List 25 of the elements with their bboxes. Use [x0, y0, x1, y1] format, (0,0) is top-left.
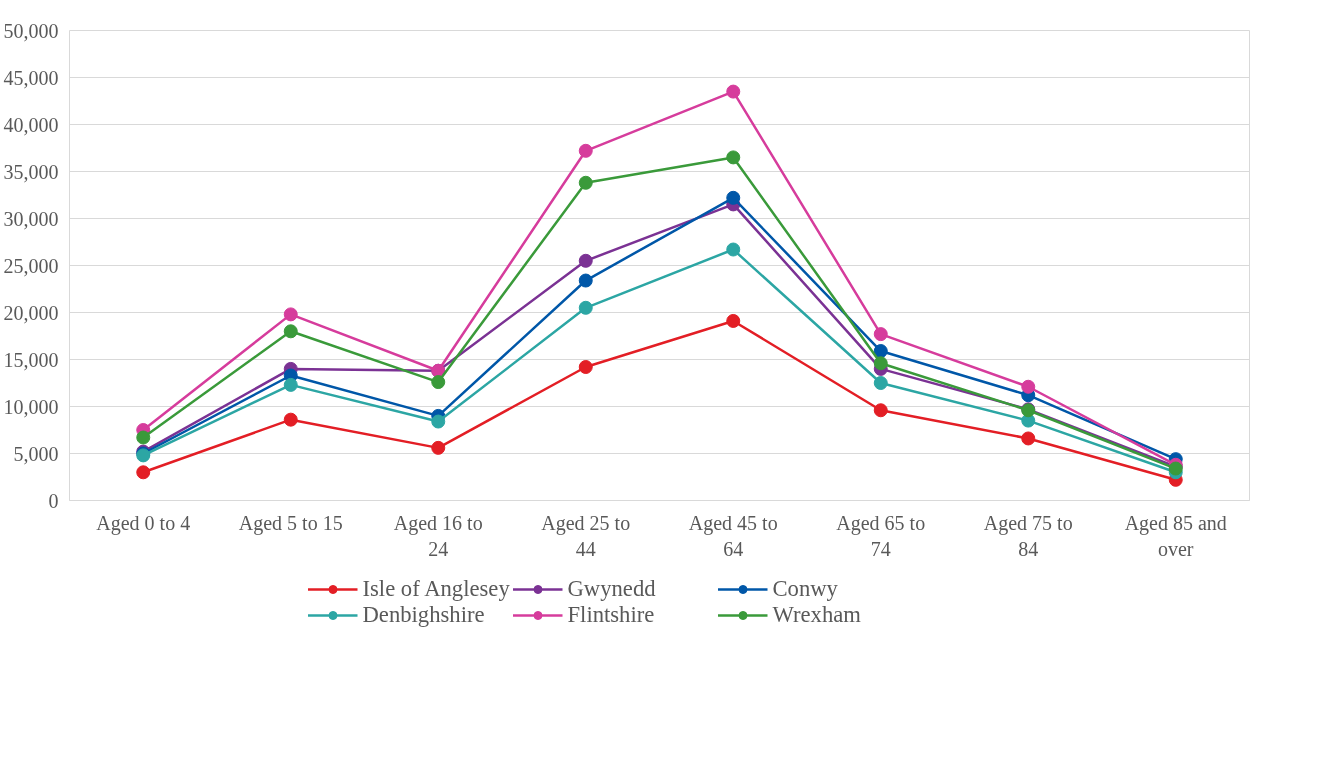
legend-label: Conwy [772, 576, 839, 602]
x-tick-label: Aged 0 to 4 [96, 511, 191, 535]
y-tick-label: 30,000 [3, 207, 59, 230]
y-tick-label: 50,000 [3, 19, 59, 42]
x-tick-label: Aged 5 to 15 [238, 511, 343, 535]
y-tick-label: 5,000 [13, 442, 59, 465]
legend-label: Isle of Anglesey [362, 576, 511, 602]
y-tick-label: 35,000 [3, 160, 59, 183]
legend-label: Flintshire [567, 602, 656, 628]
x-tick-label: Aged 65 to 74 [836, 511, 926, 560]
y-tick-label: 45,000 [3, 66, 59, 89]
y-tick-label: 40,000 [3, 113, 59, 136]
legend-label: Gwynedd [567, 576, 657, 602]
x-tick-label: Aged 75 to 84 [983, 511, 1073, 560]
y-tick-label: 15,000 [3, 348, 59, 371]
y-tick-label: 10,000 [3, 395, 59, 418]
x-tick-label: Aged 85 and over [1124, 511, 1227, 560]
y-tick-label: 20,000 [3, 301, 59, 324]
y-tick-label: 25,000 [3, 254, 59, 277]
x-tick-label: Aged 16 to 24 [393, 511, 483, 560]
legend-label: Wrexham [772, 602, 862, 628]
x-tick-label: Aged 25 to 44 [541, 511, 631, 560]
x-tick-label: Aged 45 to 64 [688, 511, 778, 560]
y-tick-label: 0 [48, 489, 59, 512]
legend-label: Denbighshire [362, 602, 486, 628]
